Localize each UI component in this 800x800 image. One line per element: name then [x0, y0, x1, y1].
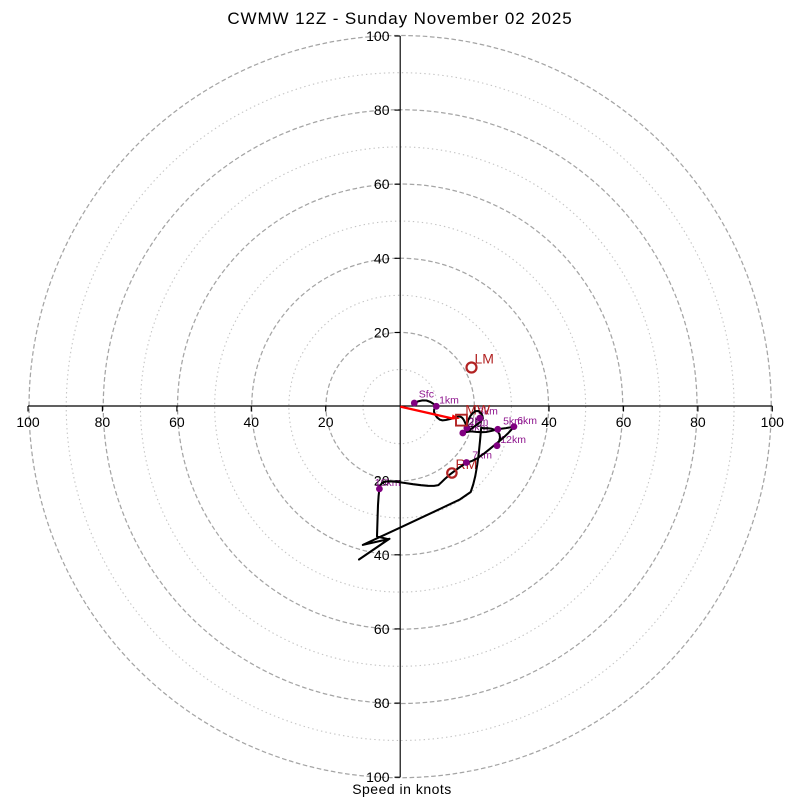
svg-text:100: 100	[761, 414, 785, 430]
svg-text:100: 100	[366, 28, 390, 44]
svg-text:60: 60	[169, 414, 185, 430]
svg-text:60: 60	[374, 621, 390, 637]
svg-text:60: 60	[374, 176, 390, 192]
svg-text:80: 80	[374, 695, 390, 711]
svg-text:20: 20	[318, 414, 334, 430]
svg-text:LM: LM	[475, 351, 494, 367]
svg-text:1km: 1km	[439, 394, 459, 406]
svg-text:40: 40	[374, 250, 390, 266]
svg-text:CWMW 12Z - Sunday November 02: CWMW 12Z - Sunday November 02 2025	[227, 9, 572, 28]
svg-text:Speed in knots: Speed in knots	[352, 781, 452, 797]
svg-text:80: 80	[374, 102, 390, 118]
svg-text:12km: 12km	[500, 434, 526, 446]
svg-text:5km: 5km	[503, 415, 523, 427]
svg-text:80: 80	[95, 414, 111, 430]
svg-text:6km: 6km	[517, 415, 537, 427]
svg-text:3km: 3km	[478, 405, 498, 417]
svg-text:40: 40	[244, 414, 260, 430]
svg-text:20: 20	[374, 325, 390, 341]
svg-text:10km: 10km	[375, 477, 401, 489]
svg-text:60: 60	[616, 414, 632, 430]
svg-text:40: 40	[541, 414, 557, 430]
svg-text:20: 20	[374, 473, 390, 489]
svg-text:4km: 4km	[469, 422, 489, 434]
svg-text:100: 100	[16, 414, 40, 430]
svg-text:40: 40	[374, 547, 390, 563]
svg-text:80: 80	[690, 414, 706, 430]
svg-text:Sfc: Sfc	[419, 388, 434, 400]
svg-text:100: 100	[366, 769, 390, 785]
